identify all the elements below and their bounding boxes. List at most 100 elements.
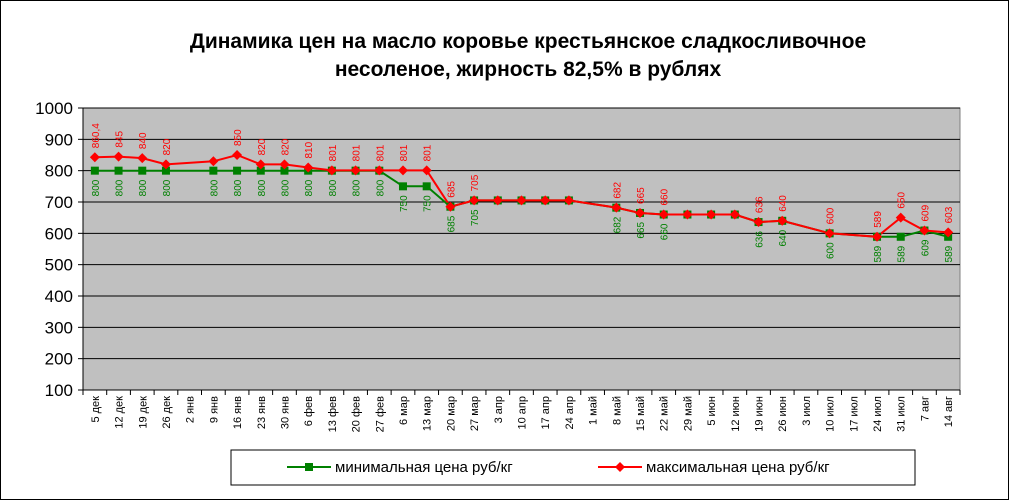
x-tick-label: 24 апр <box>564 396 576 429</box>
data-label-max: 589 <box>873 211 884 228</box>
data-label-min: 589 <box>897 245 908 262</box>
point-max <box>872 231 883 242</box>
data-label-max: 820 <box>257 138 268 155</box>
x-tick-label: 1 май <box>588 396 600 425</box>
data-label-min: 800 <box>233 179 244 196</box>
x-tick-label: 19 дек <box>137 396 149 429</box>
point-max <box>208 156 219 167</box>
point-min <box>114 166 123 175</box>
data-label-min: 600 <box>826 242 837 259</box>
x-tick-label: 27 мар <box>469 396 481 431</box>
data-label-min: 750 <box>399 195 410 212</box>
data-label-min: 750 <box>423 195 434 212</box>
point-max <box>706 209 717 220</box>
data-label-min: 682 <box>612 216 623 233</box>
point-max <box>279 159 290 170</box>
point-min <box>280 166 289 175</box>
data-label-max: 640 <box>778 195 789 212</box>
x-tick-label: 26 июн <box>777 396 789 432</box>
point-max <box>635 207 646 218</box>
x-tick-label: 27 фев <box>374 396 386 432</box>
x-tick-label: 12 дек <box>114 396 126 429</box>
data-label-max: 650 <box>897 192 908 209</box>
point-min <box>138 166 147 175</box>
data-label-min: 800 <box>280 179 291 196</box>
chart-title-line-1: Динамика цен на масло коровье крестьянск… <box>190 30 866 53</box>
legend-max-marker <box>615 462 625 472</box>
data-label-min: 589 <box>944 245 955 262</box>
data-label-max: 665 <box>636 187 647 204</box>
x-tick-label: 6 мар <box>398 396 410 425</box>
data-label-max: 600 <box>826 207 837 224</box>
point-max <box>516 195 527 206</box>
point-min <box>233 166 242 175</box>
y-tick-label: 200 <box>45 350 73 369</box>
data-label-min: 800 <box>91 179 102 196</box>
y-tick-label: 600 <box>45 224 73 243</box>
legend-box <box>230 449 916 486</box>
point-max <box>492 195 503 206</box>
data-label-max: 636 <box>755 196 766 213</box>
point-max <box>895 212 906 223</box>
x-tick-label: 13 мар <box>422 396 434 431</box>
point-max <box>397 165 408 176</box>
data-label-max: 845 <box>115 130 126 147</box>
x-tick-label: 26 дек <box>161 396 173 429</box>
point-min <box>90 166 99 175</box>
point-max <box>611 202 622 213</box>
x-tick-label: 24 июл <box>872 396 884 432</box>
point-min <box>161 166 170 175</box>
x-tick-label: 15 май <box>635 396 647 431</box>
data-label-min: 800 <box>115 179 126 196</box>
point-max <box>824 228 835 239</box>
data-label-min: 800 <box>328 179 339 196</box>
data-label-min: 800 <box>304 179 315 196</box>
x-tick-label: 9 янв <box>208 396 220 423</box>
x-tick-label: 3 июл <box>801 396 813 426</box>
data-label-min: 640 <box>778 229 789 246</box>
x-tick-label: 20 мар <box>445 396 457 431</box>
point-max <box>563 195 574 206</box>
data-label-max: 682 <box>612 182 623 199</box>
data-label-max: 840 <box>138 132 149 149</box>
x-tick-label: 14 авг <box>943 396 955 427</box>
data-labels: 800 800 800 800 800 800 800 800 800 800 800 800 750 7… <box>91 123 955 263</box>
data-label-max: 860,4 <box>91 123 102 148</box>
point-max <box>658 209 669 220</box>
y-tick-label: 500 <box>45 256 73 275</box>
data-label-max: 801 <box>399 144 410 161</box>
data-label-min: 800 <box>209 179 220 196</box>
legend-max-label: максимальная цена руб/кг <box>646 459 830 476</box>
x-tick-label: 20 фев <box>351 396 363 432</box>
point-max <box>326 165 337 176</box>
point-min <box>398 182 407 191</box>
data-label-min: 589 <box>873 245 884 262</box>
point-max <box>753 217 764 228</box>
point-max <box>729 209 740 220</box>
point-max <box>255 159 266 170</box>
x-axis: 5 дек 12 дек 19 дек 26 дек 2 янв 9 янв 16 янв 2… <box>82 389 961 432</box>
x-tick-label: 5 июн <box>706 396 718 426</box>
x-tick-label: 23 янв <box>256 396 268 429</box>
data-label-max: 801 <box>423 144 434 161</box>
data-label-max: 801 <box>352 144 363 161</box>
x-tick-label: 3 апр <box>493 396 505 423</box>
data-label-min: 800 <box>162 179 173 196</box>
point-max <box>540 195 551 206</box>
chart-title-line-2: несоленое, жирность 82,5% в рублях <box>335 58 722 81</box>
y-tick-label: 700 <box>45 193 73 212</box>
x-tick-label: 8 май <box>611 396 623 425</box>
x-tick-label: 17 июл <box>848 396 860 432</box>
point-max <box>682 209 693 220</box>
y-tick-label: 900 <box>45 130 73 149</box>
y-tick-label: 1000 <box>35 99 73 118</box>
data-label-max: 609 <box>920 204 931 221</box>
point-max <box>160 159 171 170</box>
plot-area <box>82 107 961 391</box>
data-label-min: 609 <box>920 239 931 256</box>
data-label-max: 801 <box>328 144 339 161</box>
y-tick-label: 300 <box>45 318 73 337</box>
point-max <box>232 150 243 160</box>
point-max <box>303 162 314 173</box>
data-label-min: 800 <box>352 179 363 196</box>
